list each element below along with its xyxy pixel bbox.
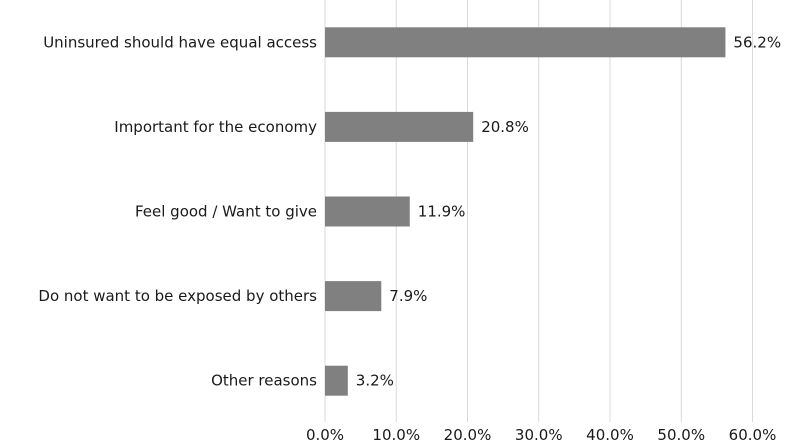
category-label: Important for the economy bbox=[114, 118, 317, 136]
bars bbox=[325, 27, 726, 396]
data-labels: 56.2% 20.8% 11.9% 7.9% 3.2% bbox=[356, 33, 781, 389]
bar bbox=[325, 27, 726, 58]
data-label: 56.2% bbox=[733, 33, 781, 51]
x-axis-ticks: 0.0% 10.0% 20.0% 30.0% 40.0% 50.0% 60.0% bbox=[306, 426, 776, 444]
data-label: 3.2% bbox=[356, 372, 394, 390]
x-tick-label: 60.0% bbox=[729, 426, 777, 444]
x-tick-label: 20.0% bbox=[444, 426, 492, 444]
data-label: 7.9% bbox=[389, 287, 427, 305]
bar bbox=[325, 365, 348, 396]
data-label: 20.8% bbox=[481, 118, 529, 136]
category-label: Other reasons bbox=[211, 372, 317, 390]
x-tick-label: 30.0% bbox=[515, 426, 563, 444]
x-tick-label: 10.0% bbox=[372, 426, 420, 444]
category-label: Feel good / Want to give bbox=[135, 203, 317, 221]
category-labels: Uninsured should have equal access Import… bbox=[38, 33, 317, 389]
bar bbox=[325, 281, 382, 312]
x-tick-label: 0.0% bbox=[306, 426, 344, 444]
category-label: Do not want to be exposed by others bbox=[38, 287, 317, 305]
x-tick-label: 40.0% bbox=[586, 426, 634, 444]
data-label: 11.9% bbox=[418, 203, 466, 221]
bar bbox=[325, 111, 474, 142]
category-label: Uninsured should have equal access bbox=[43, 33, 317, 51]
bar bbox=[325, 196, 410, 227]
gridlines bbox=[324, 0, 753, 422]
x-tick-label: 50.0% bbox=[657, 426, 705, 444]
